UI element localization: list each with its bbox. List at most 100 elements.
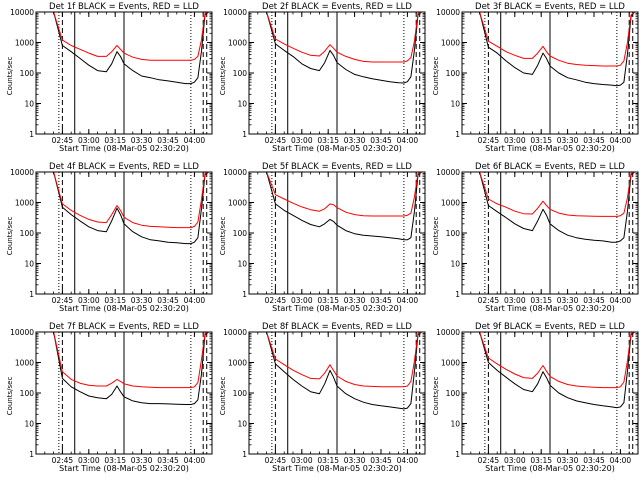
y-tick-label: 1 xyxy=(455,450,460,459)
x-axis-label: Start Time (08-Mar-05 02:30:20) xyxy=(59,144,189,153)
panel-title: Det 3f BLACK = Events, RED = LLD xyxy=(475,2,625,12)
x-tick-label: 03:00 xyxy=(504,456,526,465)
x-tick-label: 04:00 xyxy=(184,296,206,305)
x-tick-label: 04:00 xyxy=(184,136,206,145)
y-tick-label: 10 xyxy=(450,100,460,109)
y-axis-label: Counts/sec xyxy=(432,57,440,96)
x-tick-label: 03:30 xyxy=(344,456,366,465)
x-tick-label: 03:00 xyxy=(291,296,313,305)
series-line-lld xyxy=(36,331,212,389)
panel-title: Det 7f BLACK = Events, RED = LLD xyxy=(49,322,199,332)
x-axis-label: Start Time (08-Mar-05 02:30:20) xyxy=(59,464,189,473)
x-tick-label: 03:45 xyxy=(370,296,392,305)
x-tick-label: 04:00 xyxy=(610,136,632,145)
x-axis-label: Start Time (08-Mar-05 02:30:20) xyxy=(272,144,402,153)
y-axis-label: Counts/sec xyxy=(219,57,227,96)
x-tick-label: 03:45 xyxy=(583,136,605,145)
series-line-lld xyxy=(36,11,212,61)
y-tick-label: 1000 xyxy=(228,39,247,48)
y-tick-label: 100 xyxy=(233,229,248,238)
panel-title: Det 6f BLACK = Events, RED = LLD xyxy=(475,162,625,172)
y-tick-label: 10000 xyxy=(10,168,34,177)
panel-9: Det 9f BLACK = Events, RED = LLD Start T… xyxy=(432,322,639,473)
y-tick-label: 10 xyxy=(450,420,460,429)
y-tick-label: 1000 xyxy=(228,359,247,368)
x-tick-label: 03:00 xyxy=(78,456,100,465)
panel-8: Det 8f BLACK = Events, RED = LLD Start T… xyxy=(219,322,426,473)
y-tick-label: 1 xyxy=(29,290,34,299)
x-tick-label: 04:00 xyxy=(397,456,419,465)
series-line-lld xyxy=(36,171,212,229)
panel-title: Det 1f BLACK = Events, RED = LLD xyxy=(49,2,199,12)
y-axis-label: Counts/sec xyxy=(6,57,14,96)
series-line-events xyxy=(36,171,212,245)
x-tick-label: 03:00 xyxy=(78,136,100,145)
x-tick-label: 03:15 xyxy=(317,136,339,145)
y-tick-label: 1000 xyxy=(15,199,34,208)
x-tick-label: 03:15 xyxy=(530,296,552,305)
x-tick-label: 03:30 xyxy=(557,296,579,305)
x-tick-label: 04:00 xyxy=(397,136,419,145)
y-tick-label: 10 xyxy=(450,260,460,269)
x-tick-label: 03:15 xyxy=(104,296,126,305)
y-tick-label: 10000 xyxy=(223,328,247,337)
x-axis-label: Start Time (08-Mar-05 02:30:20) xyxy=(272,464,402,473)
x-axis-label: Start Time (08-Mar-05 02:30:20) xyxy=(485,464,615,473)
x-axis-label: Start Time (08-Mar-05 02:30:20) xyxy=(485,144,615,153)
x-tick-label: 03:00 xyxy=(504,136,526,145)
x-tick-label: 03:00 xyxy=(291,456,313,465)
panel-title: Det 8f BLACK = Events, RED = LLD xyxy=(262,322,412,332)
x-tick-label: 04:00 xyxy=(610,456,632,465)
x-tick-label: 03:45 xyxy=(370,456,392,465)
y-tick-label: 10000 xyxy=(10,8,34,17)
x-tick-label: 02:45 xyxy=(478,136,500,145)
y-tick-label: 10000 xyxy=(223,8,247,17)
x-tick-label: 03:15 xyxy=(317,296,339,305)
x-tick-label: 02:45 xyxy=(52,136,74,145)
x-tick-label: 02:45 xyxy=(265,136,287,145)
y-tick-label: 10000 xyxy=(10,328,34,337)
x-tick-label: 03:30 xyxy=(131,136,153,145)
x-tick-label: 03:00 xyxy=(78,296,100,305)
x-tick-label: 03:15 xyxy=(530,456,552,465)
x-axis-label: Start Time (08-Mar-05 02:30:20) xyxy=(59,304,189,313)
x-tick-label: 03:00 xyxy=(291,136,313,145)
y-axis-label: Counts/sec xyxy=(432,217,440,256)
y-tick-label: 1000 xyxy=(441,359,460,368)
series-line-events xyxy=(462,11,638,87)
series-line-events xyxy=(462,171,638,243)
y-tick-label: 100 xyxy=(233,69,248,78)
x-tick-label: 03:15 xyxy=(530,136,552,145)
x-tick-label: 03:30 xyxy=(344,296,366,305)
y-tick-label: 1 xyxy=(242,450,247,459)
y-tick-label: 100 xyxy=(20,69,35,78)
series-line-events xyxy=(249,331,425,410)
y-tick-label: 1 xyxy=(29,130,34,139)
series-line-lld xyxy=(462,331,638,389)
y-axis-label: Counts/sec xyxy=(6,217,14,256)
y-tick-label: 10 xyxy=(24,100,34,109)
x-tick-label: 04:00 xyxy=(397,296,419,305)
x-tick-label: 03:00 xyxy=(504,296,526,305)
x-tick-label: 03:15 xyxy=(104,456,126,465)
y-tick-label: 100 xyxy=(20,229,35,238)
panel-7: Det 7f BLACK = Events, RED = LLD Start T… xyxy=(6,322,213,473)
y-tick-label: 1000 xyxy=(441,199,460,208)
x-axis-label: Start Time (08-Mar-05 02:30:20) xyxy=(485,304,615,313)
x-axis-label: Start Time (08-Mar-05 02:30:20) xyxy=(272,304,402,313)
x-tick-label: 03:30 xyxy=(344,136,366,145)
series-line-lld xyxy=(249,171,425,217)
y-tick-label: 1000 xyxy=(15,39,34,48)
y-tick-label: 100 xyxy=(446,229,461,238)
series-line-lld xyxy=(462,171,638,217)
x-tick-label: 03:45 xyxy=(157,296,179,305)
y-tick-label: 100 xyxy=(233,389,248,398)
y-tick-label: 1000 xyxy=(15,359,34,368)
x-tick-label: 03:15 xyxy=(317,456,339,465)
y-tick-label: 10000 xyxy=(436,168,460,177)
panel-1: Det 1f BLACK = Events, RED = LLD Start T… xyxy=(6,2,213,153)
panel-title: Det 5f BLACK = Events, RED = LLD xyxy=(262,162,412,172)
series-line-events xyxy=(462,331,638,409)
y-tick-label: 10 xyxy=(24,420,34,429)
